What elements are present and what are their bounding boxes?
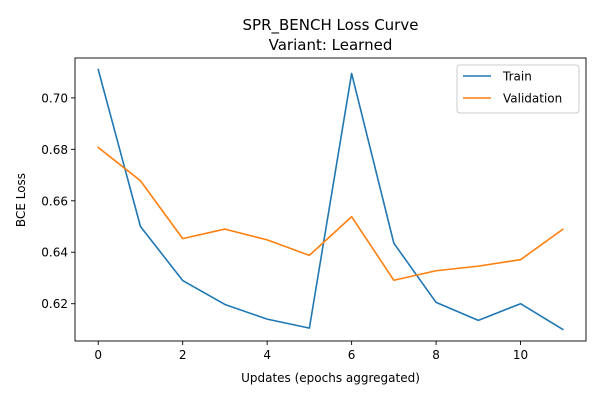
y-tick-label: 0.70: [41, 91, 68, 105]
chart-title: SPR_BENCH Loss Curve: [243, 16, 419, 35]
y-tick-label: 0.64: [41, 246, 68, 260]
x-tick-label: 2: [179, 348, 187, 362]
x-tick-label: 4: [263, 348, 271, 362]
y-tick-label: 0.62: [41, 297, 68, 311]
series-line-train: [97, 68, 564, 331]
plot-area: 0 2 4 6 8 10 0.62 0.64 0.66 0.68 0.70: [41, 57, 587, 362]
x-tick-label: 10: [513, 348, 528, 362]
x-axis-label: Updates (epochs aggregated): [241, 371, 420, 385]
legend-label-train: Train: [502, 70, 532, 84]
axes-frame: [74, 57, 587, 342]
y-axis-label: BCE Loss: [14, 173, 28, 227]
legend-box: [456, 64, 580, 114]
legend: Train Validation: [456, 64, 580, 114]
x-tick-label: 0: [94, 348, 102, 362]
y-tick-label: 0.68: [41, 143, 68, 157]
chart-subtitle: Variant: Learned: [269, 36, 393, 54]
series-line-validation: [97, 146, 564, 282]
x-tick-label: 8: [432, 348, 440, 362]
legend-label-validation: Validation: [503, 92, 562, 106]
x-tick-label: 6: [348, 348, 356, 362]
y-tick-label: 0.66: [41, 194, 68, 208]
